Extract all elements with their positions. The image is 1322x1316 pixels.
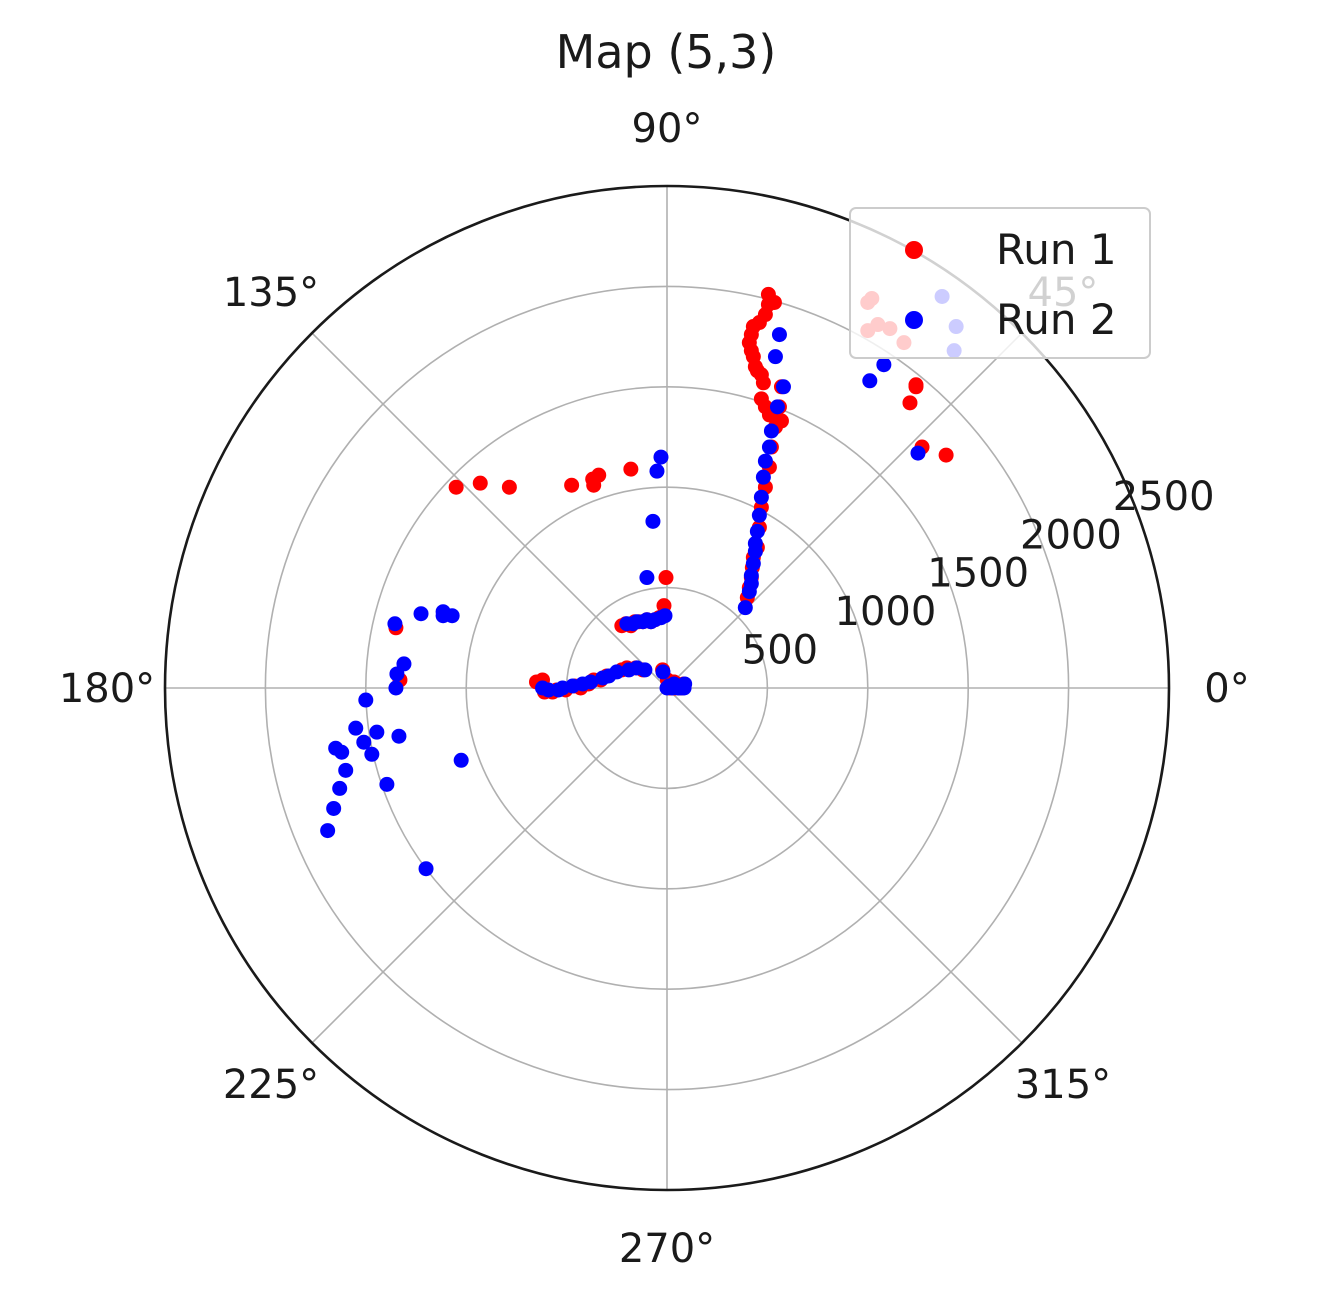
theta-gridline-135 [311,332,668,689]
polar-frame [163,184,1171,1192]
legend-marker-run-1 [905,241,923,259]
point-series-1-96 [448,479,464,495]
point-series-2-52 [763,423,779,439]
point-series-2-49 [755,469,771,485]
theta-tick-label-135: 135° [223,270,319,316]
point-series-1-91 [902,395,918,411]
point-series-2-54 [775,379,791,395]
theta-tick-label-180: 180° [59,666,155,712]
theta-gridline-225 [311,687,668,1044]
point-series-2-38 [653,449,669,465]
point-series-2-57 [862,373,878,389]
theta-tick-label-0: 0° [1204,666,1249,712]
point-series-2-51 [761,439,777,455]
theta-tick-label-270: 270° [619,1226,715,1272]
point-series-2-11 [655,664,671,680]
point-series-2-42 [743,568,759,584]
point-series-2-80 [391,728,407,744]
legend-label-run-1: Run 1 [996,225,1117,274]
point-series-2-37 [649,463,665,479]
point-series-1-81 [755,375,771,391]
point-series-2-77 [387,616,403,632]
point-series-2-56 [771,327,787,343]
point-series-2-34 [657,608,673,624]
point-series-1-98 [501,479,517,495]
point-series-2-17 [595,670,611,686]
point-series-1-103 [591,467,607,483]
chart-title: Map (5,3) [556,25,777,79]
point-series-2-50 [757,453,773,469]
point-series-2-46 [749,523,765,539]
point-series-1-102 [623,461,639,477]
point-series-1-67 [773,413,789,429]
point-series-1-51 [658,570,674,586]
theta-tick-label-225: 225° [223,1062,319,1108]
point-series-2-71 [332,780,348,796]
point-series-2-45 [747,535,763,551]
point-series-2-24 [535,680,551,696]
point-series-2-75 [435,608,451,624]
point-series-2-82 [379,776,395,792]
point-series-2-70 [338,762,354,778]
legend-marker-run-2 [905,311,923,329]
polar-grid [165,186,1169,1190]
r-tick-label-2500: 2500 [1113,474,1215,520]
point-series-2-79 [369,724,385,740]
point-series-2-72 [326,800,342,816]
point-series-2-10 [677,676,693,692]
r-tick-label-1000: 1000 [835,589,937,635]
point-series-2-84 [453,752,469,768]
point-series-2-78 [389,666,405,682]
theta-gridline-315 [666,687,1023,1044]
r-tick-label-1500: 1500 [927,551,1029,597]
r-tick-label-500: 500 [742,628,818,674]
r-tick-label-2000: 2000 [1020,512,1122,558]
point-series-2-36 [645,513,661,529]
point-series-2-83 [418,861,434,877]
point-series-2-67 [348,720,364,736]
point-series-2-66 [356,734,372,750]
point-series-2-65 [388,680,404,696]
point-series-2-43 [745,556,761,572]
point-series-2-53 [769,399,785,415]
point-series-2-39 [737,600,753,616]
point-series-1-99 [564,477,580,493]
data-points [320,286,964,877]
point-series-2-69 [334,744,350,760]
point-series-2-35 [639,570,655,586]
point-series-1-93 [908,377,924,393]
point-series-2-48 [753,489,769,505]
point-series-2-58 [876,357,892,373]
point-series-2-25 [358,692,374,708]
point-series-2-59 [910,445,926,461]
point-series-2-47 [751,507,767,523]
point-series-2-81 [364,746,380,762]
point-series-2-55 [767,349,783,365]
series-2 [320,288,964,877]
point-series-2-76 [413,606,429,622]
legend: Run 1 Run 2 [849,207,1151,359]
legend-box [849,207,1151,359]
theta-gridline-45 [666,332,1023,689]
point-series-2-73 [320,823,336,839]
legend-label-run-2: Run 2 [996,295,1117,344]
point-series-1-89 [938,447,954,463]
theta-tick-label-315: 315° [1015,1062,1111,1108]
point-series-1-97 [472,475,488,491]
point-series-2-14 [621,662,637,678]
theta-tick-label-90: 90° [632,106,703,152]
